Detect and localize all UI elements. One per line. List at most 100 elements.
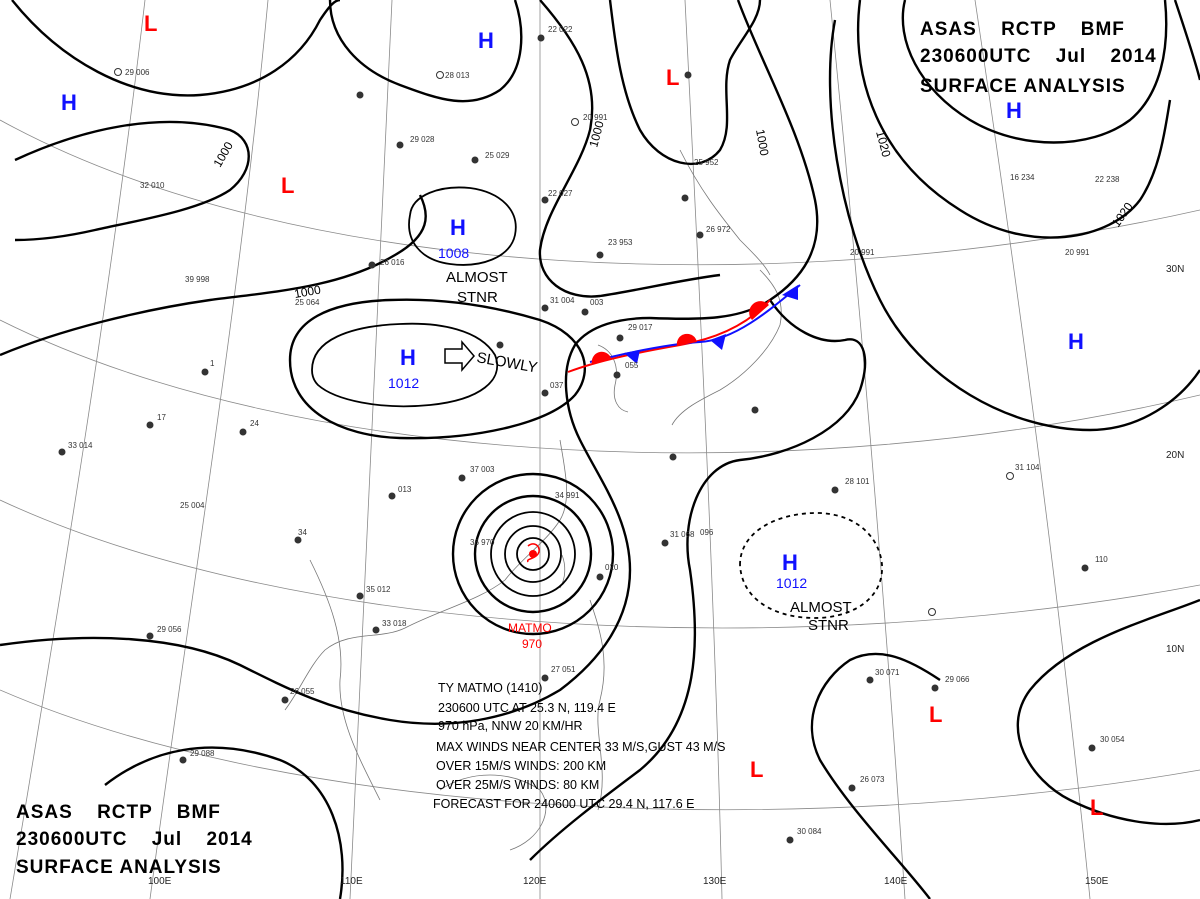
station-circle (458, 474, 466, 482)
station-circle (436, 71, 444, 79)
station-readout: 020 (605, 563, 619, 572)
coast-indochina (309, 559, 381, 801)
station-readout: 25 004 (180, 501, 205, 510)
isobar-nw-top (11, 0, 341, 97)
station-readout: 20 991 (1065, 248, 1090, 257)
isobar-labels: 1000 1000 1000 1000 1020 1020 (210, 119, 1135, 301)
header-line: SURFACE ANALYSIS (16, 857, 222, 878)
station-readout: 096 (700, 528, 714, 537)
header-line: 230600UTC Jul 2014 (920, 46, 1157, 67)
typhoon-ring-3 (490, 511, 576, 597)
high-center-value: 1012 (388, 375, 419, 391)
isobar-label: 1020 (1109, 200, 1136, 230)
almost-stationary-label: STNR (457, 289, 498, 306)
motion-arrow-icon (444, 339, 475, 373)
low-center-label: L (666, 65, 679, 90)
station-readout: 33 018 (382, 619, 407, 628)
station-circle (496, 341, 504, 349)
station-readout: 17 (157, 413, 166, 422)
pressure-centers: L H H L H 1008 H 1012 L H H H 1012 L L L (61, 11, 1103, 820)
meridian-130e (684, 0, 723, 899)
station-readout: 26 972 (706, 225, 731, 234)
isobar-1000-east (649, 0, 819, 321)
movement-label: SLOWLY (475, 349, 538, 376)
station-readout: 20 991 (850, 248, 875, 257)
header-line: ASAS RCTP BMF (16, 802, 221, 823)
station-readout: 30 054 (1100, 735, 1125, 744)
station-circle (616, 334, 624, 342)
station-readout: 003 (590, 298, 604, 307)
station-readout: 1 (210, 359, 215, 368)
station-readout: 31 004 (550, 296, 575, 305)
isobar-1000-central (538, 0, 721, 298)
typhoon-spiral-icon (526, 543, 540, 563)
isobar-label: 1000 (586, 119, 607, 149)
warm-front-bump-2 (676, 333, 697, 346)
station-circle (596, 251, 604, 259)
station-readout: 23 953 (608, 238, 633, 247)
isobar-1000-w (0, 194, 427, 357)
high-center-label: H (61, 90, 77, 115)
typhoon-ring-4 (504, 525, 562, 583)
isobar-h1008 (408, 186, 517, 266)
grid-labels: 100E 110E 120E 130E 140E 150E 30N 20N 10… (148, 264, 1184, 887)
station-readout: 26 055 (290, 687, 315, 696)
typhoon-info-line: FORECAST FOR 240600 UTC 29.4 N, 117.6 E (433, 797, 694, 811)
isobar-h1012-inner (311, 322, 498, 408)
typhoon: MATMO 970 (508, 543, 552, 651)
meridian-110e (349, 0, 393, 899)
station-readout: 35 012 (366, 585, 391, 594)
station-circle (541, 196, 549, 204)
station-circle (146, 632, 154, 640)
station-circle (294, 536, 302, 544)
station-plots: 29 006 28 013 22 022 29 028 25 029 20 99… (58, 25, 1125, 844)
station-circle (581, 308, 589, 316)
station-circle (848, 784, 856, 792)
isobar-1020-east (828, 19, 1200, 432)
station-circle (372, 626, 380, 634)
station-circle (368, 261, 376, 269)
station-circle (928, 608, 936, 616)
station-circle (541, 304, 549, 312)
station-readout: 26 073 (860, 775, 885, 784)
coast-korea (597, 344, 629, 413)
lon-label: 150E (1085, 876, 1109, 887)
station-circle (58, 448, 66, 456)
lon-label: 100E (148, 876, 172, 887)
station-readout: 28 101 (845, 477, 870, 486)
coast-china (284, 439, 568, 711)
station-readout: 34 (298, 528, 307, 537)
typhoon-info-line: 970 hPa, NNW 20 KM/HR (438, 719, 583, 733)
high-center-label: H (400, 345, 416, 370)
station-readout: 36 970 (470, 538, 495, 547)
cold-front-tri-1 (624, 350, 640, 364)
high-center-label: H (478, 28, 494, 53)
isobar-1020-ne-outer (856, 0, 1172, 239)
front-line-blue (589, 284, 801, 363)
station-circle (1006, 472, 1014, 480)
high-center-label: H (450, 215, 466, 240)
isobar-label: 1000 (293, 282, 322, 300)
station-readout: 27 051 (551, 665, 576, 674)
station-readout: 24 (250, 419, 259, 428)
lon-label: 110E (340, 876, 363, 887)
typhoon-info-line: 230600 UTC AT 25.3 N, 119.4 E (438, 701, 616, 715)
lon-label: 130E (703, 876, 727, 887)
isobar-1000-japan (608, 0, 762, 166)
station-readout: 31 104 (1015, 463, 1040, 472)
meridian-140e (829, 0, 906, 899)
station-readout: 013 (398, 485, 412, 494)
meridian-150e (974, 0, 1091, 899)
station-circle (356, 592, 364, 600)
station-readout: 25 064 (295, 298, 320, 307)
parallel-10n (0, 499, 1200, 629)
isobar-ne-edge (1173, 0, 1200, 81)
lon-label: 140E (884, 876, 908, 887)
station-circle (146, 421, 154, 429)
station-readout: 29 017 (628, 323, 653, 332)
header-bottom-left: ASAS RCTP BMF 230600UTC Jul 2014 SURFACE… (16, 802, 252, 878)
cold-front-tri-2 (710, 334, 726, 350)
warm-front-bump-3 (749, 301, 769, 320)
station-readout: 31 068 (670, 530, 695, 539)
station-readout: 29 056 (157, 625, 182, 634)
